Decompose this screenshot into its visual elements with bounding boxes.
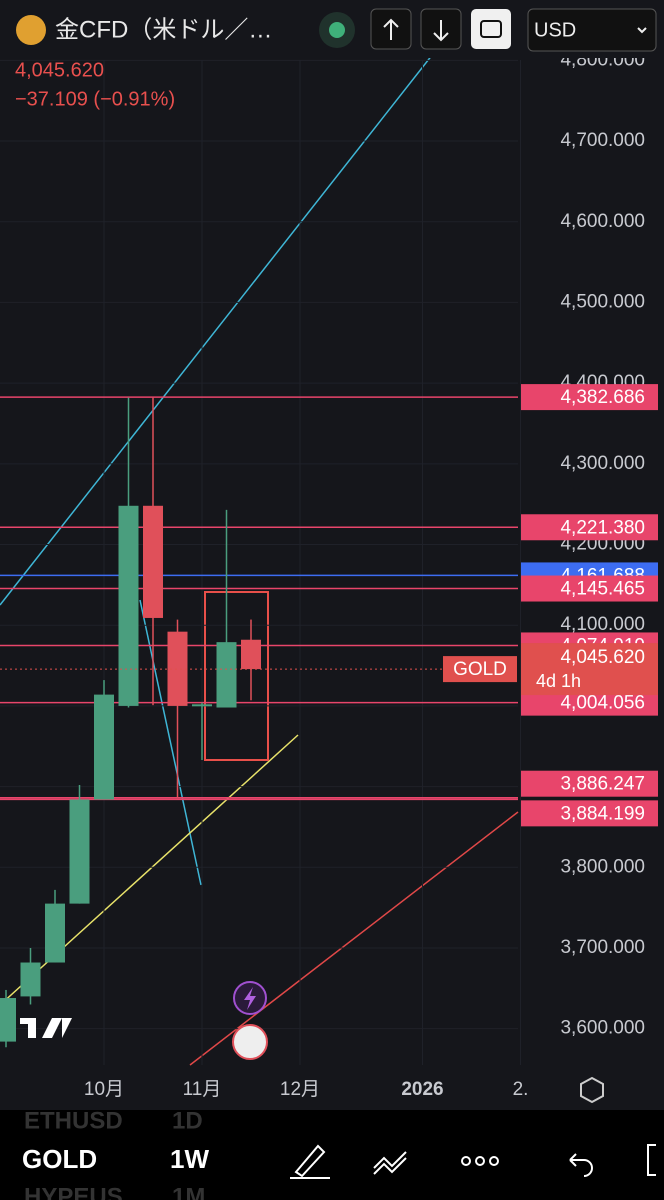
trend-line xyxy=(0,734,299,1006)
x-tick-label: 12月 xyxy=(280,1079,320,1100)
tv-logo xyxy=(20,1018,72,1038)
x-tick-label: 2. xyxy=(513,1079,529,1100)
candle-body xyxy=(69,799,90,904)
interval[interactable]: 1W xyxy=(170,1144,209,1174)
symbol-label: GOLD xyxy=(453,659,507,680)
price-label: 3,886.247 xyxy=(560,774,645,795)
price-label-bg xyxy=(521,800,658,827)
bottom-toolbar xyxy=(0,1110,664,1200)
y-tick-label: 4,700.000 xyxy=(560,130,645,151)
last-label-bg xyxy=(521,643,658,696)
price-label: 4,382.686 xyxy=(560,387,645,408)
price-label-bg xyxy=(521,384,658,411)
candle-body xyxy=(216,642,237,708)
price-label-bg xyxy=(521,514,658,541)
layout-button[interactable] xyxy=(647,1144,656,1176)
market-status xyxy=(329,22,345,38)
highlight-box xyxy=(204,591,269,761)
y-tick-label: 3,800.000 xyxy=(560,856,645,877)
x-tick-label: 10月 xyxy=(84,1079,124,1100)
y-tick-label: 3,600.000 xyxy=(560,1018,645,1039)
indicator-tool[interactable] xyxy=(373,1151,407,1175)
candle-body xyxy=(118,505,139,706)
y-tick-label: 4,100.000 xyxy=(560,614,645,635)
y-tick-label: 4,300.000 xyxy=(560,453,645,474)
currency-select[interactable] xyxy=(527,8,657,52)
price-label-bg xyxy=(521,770,658,797)
price-label: 4,221.380 xyxy=(560,517,645,538)
down-arrow xyxy=(433,20,449,42)
symbol-logo xyxy=(16,15,46,45)
next-interval[interactable]: 1M xyxy=(172,1183,205,1200)
candle-body xyxy=(94,694,114,800)
candle-body xyxy=(143,505,163,618)
price-label: 4,145.465 xyxy=(560,579,645,600)
y-tick-label: 4,500.000 xyxy=(560,291,645,312)
candle-body xyxy=(20,962,41,997)
x-tick-label: 2026 xyxy=(401,1079,443,1100)
symbol[interactable]: GOLD xyxy=(22,1144,97,1174)
price-label-bg xyxy=(521,575,658,602)
currency: USD xyxy=(534,19,576,41)
trend-line xyxy=(0,44,441,606)
flag-icon[interactable] xyxy=(232,1024,268,1060)
prev-interval[interactable]: 1D xyxy=(172,1107,203,1134)
lightning-icon xyxy=(244,987,256,1010)
candle-body xyxy=(45,903,65,963)
dropdown-arrow xyxy=(637,27,647,34)
countdown: 4d 1h xyxy=(536,671,581,691)
draw-tool[interactable] xyxy=(290,1144,330,1179)
up-arrow xyxy=(383,18,399,40)
settings-icon[interactable] xyxy=(580,1076,604,1104)
more-button[interactable] xyxy=(461,1156,499,1166)
y-tick-label: 3,700.000 xyxy=(560,937,645,958)
fit-icon xyxy=(480,20,502,38)
price-label: 3,884.199 xyxy=(560,803,645,824)
undo-button[interactable] xyxy=(569,1153,593,1177)
candle-body xyxy=(167,631,188,706)
symbol-title[interactable]: 金CFD（米ドル／… xyxy=(55,16,272,43)
next-symbol[interactable]: HYPEUS xyxy=(24,1183,123,1200)
x-tick-label: 11月 xyxy=(183,1079,222,1100)
fit-button[interactable] xyxy=(471,9,511,49)
trend-line xyxy=(189,811,519,1066)
last-price: 4,045.620 xyxy=(15,59,104,81)
candle-body xyxy=(241,639,261,670)
prev-symbol[interactable]: ETHUSD xyxy=(24,1107,123,1134)
symbol-label-bg xyxy=(443,656,517,683)
trend-line xyxy=(139,599,202,886)
price-change: −37.109 (−0.91%) xyxy=(15,88,175,110)
last-price-label: 4,045.620 xyxy=(560,647,645,668)
price-label: 4,004.056 xyxy=(560,693,645,714)
candle-body xyxy=(0,998,16,1042)
candle-body xyxy=(192,704,212,707)
y-tick-label: 4,600.000 xyxy=(560,211,645,232)
